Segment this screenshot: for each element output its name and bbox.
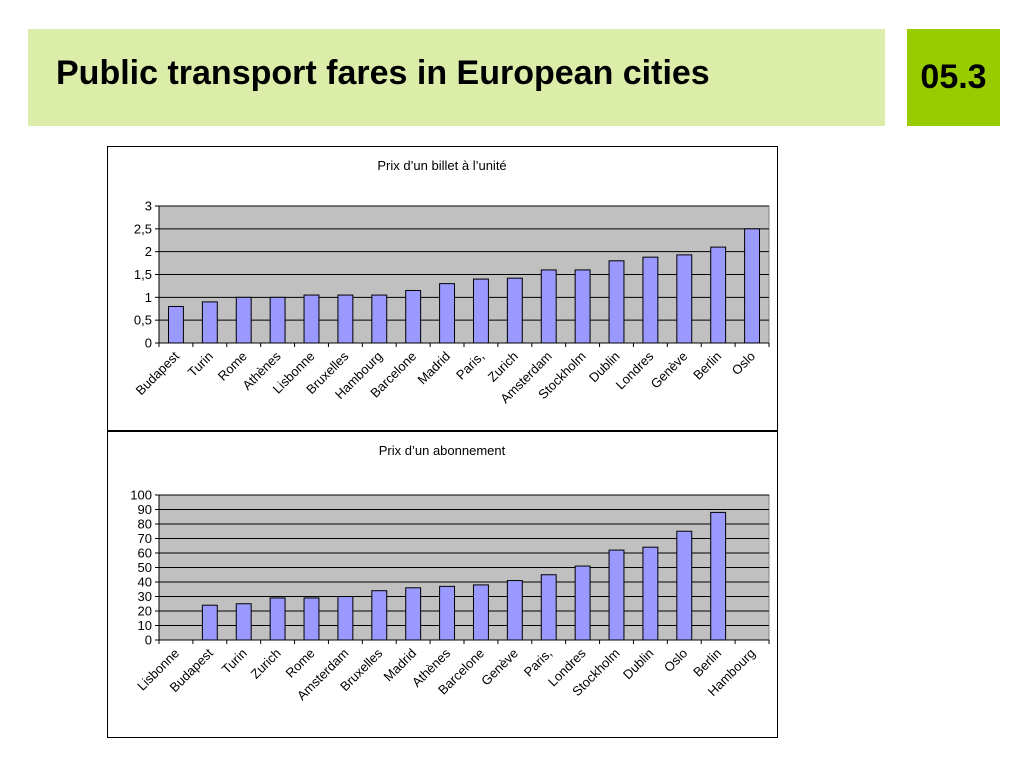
y-tick-label: 1,5 [134, 267, 152, 282]
y-tick-label: 2 [145, 244, 152, 259]
chart-title: Prix d’un billet à l’unité [377, 158, 506, 173]
x-tick-label: Genève [478, 646, 521, 689]
subscription-chart-panel: Prix d’un abonnement 0 10 20 30 40 50 60 70 80 90 1… [107, 431, 778, 738]
y-tick-label: 100 [130, 488, 152, 503]
y-tick-label: 0 [145, 336, 152, 351]
bar-amsterdam [540, 269, 557, 344]
bar-rome [235, 296, 252, 344]
x-tick-label: Turin [185, 349, 216, 380]
slide-number: 05.3 [920, 58, 987, 96]
y-tick-label: 30 [138, 589, 152, 604]
bar-dublin [642, 546, 659, 641]
bar-budapest [167, 305, 184, 344]
bar-paris [540, 574, 557, 641]
x-tick-label: Paris, [453, 349, 487, 383]
y-tick-label: 2,5 [134, 221, 152, 236]
bar-turin [201, 301, 218, 344]
x-tick-label: Turin [219, 646, 250, 677]
y-tick-label: 50 [138, 560, 152, 575]
y-tick-label: 3 [145, 199, 152, 214]
x-tick-label: Dublin [620, 646, 657, 683]
bar-berlin [710, 511, 727, 641]
y-tick-label: 80 [138, 517, 152, 532]
bar-londres [574, 565, 591, 641]
x-tick-label: Oslo [729, 349, 759, 379]
single-ticket-chart-panel: Prix d’un billet à l’unité 0 0,5 1 1,5 2 2,5 3 B… [107, 146, 778, 431]
bar-budapest [201, 604, 218, 641]
x-tick-label: Londres [613, 348, 657, 392]
slide-number-box: 05.3 [907, 29, 1000, 126]
y-tick-label: 60 [138, 546, 152, 561]
single-ticket-chart: Prix d’un billet à l’unité 0 0,5 1 1,5 2 2,5 3 B… [133, 158, 770, 406]
bar-bruxelles [371, 590, 388, 641]
y-tick-label: 70 [138, 531, 152, 546]
x-tick-label: Berlin [690, 349, 724, 383]
bar-oslo [744, 228, 761, 344]
bar-rome [303, 597, 320, 641]
bar-athnes [439, 585, 456, 641]
title-band: Public transport fares in European citie… [28, 29, 885, 126]
bar-dublin [608, 260, 625, 344]
bar-paris [472, 278, 489, 344]
bar-athnes [269, 296, 286, 344]
bar-genve [676, 254, 693, 344]
y-tick-label: 0 [145, 633, 152, 648]
y-tick-label: 20 [138, 604, 152, 619]
bar-hambourg [371, 294, 388, 344]
subscription-chart: Prix d’un abonnement 01020304050607080901… [130, 443, 770, 703]
bar-stockholm [574, 269, 591, 344]
bar-amsterdam [337, 596, 354, 641]
x-tick-label: Genève [648, 349, 691, 392]
bar-londres [642, 256, 659, 344]
bar-barcelone [472, 584, 489, 641]
bar-oslo [676, 530, 693, 641]
bar-barcelone [405, 289, 422, 344]
chart-title: Prix d’un abonnement [379, 443, 506, 458]
slide-title: Public transport fares in European citie… [56, 54, 710, 92]
bar-turin [235, 603, 252, 641]
bar-genve [506, 580, 523, 641]
y-tick-label: 10 [138, 618, 152, 633]
y-tick-label: 1 [145, 290, 152, 305]
x-tick-label: Oslo [661, 646, 691, 676]
bar-zurich [506, 277, 523, 344]
bar-lisbonne [303, 294, 320, 344]
bar-madrid [439, 283, 456, 344]
x-tick-label: Zurich [248, 646, 284, 682]
bar-stockholm [608, 549, 625, 641]
bar-madrid [405, 587, 422, 641]
bar-berlin [710, 246, 727, 344]
x-tick-label: Budapest [133, 348, 183, 398]
bar-bruxelles [337, 294, 354, 344]
y-tick-label: 40 [138, 575, 152, 590]
bar-zurich [269, 597, 286, 641]
y-tick-label: 0,5 [134, 313, 152, 328]
x-tick-label: Madrid [414, 349, 453, 388]
y-tick-label: 90 [138, 502, 152, 517]
